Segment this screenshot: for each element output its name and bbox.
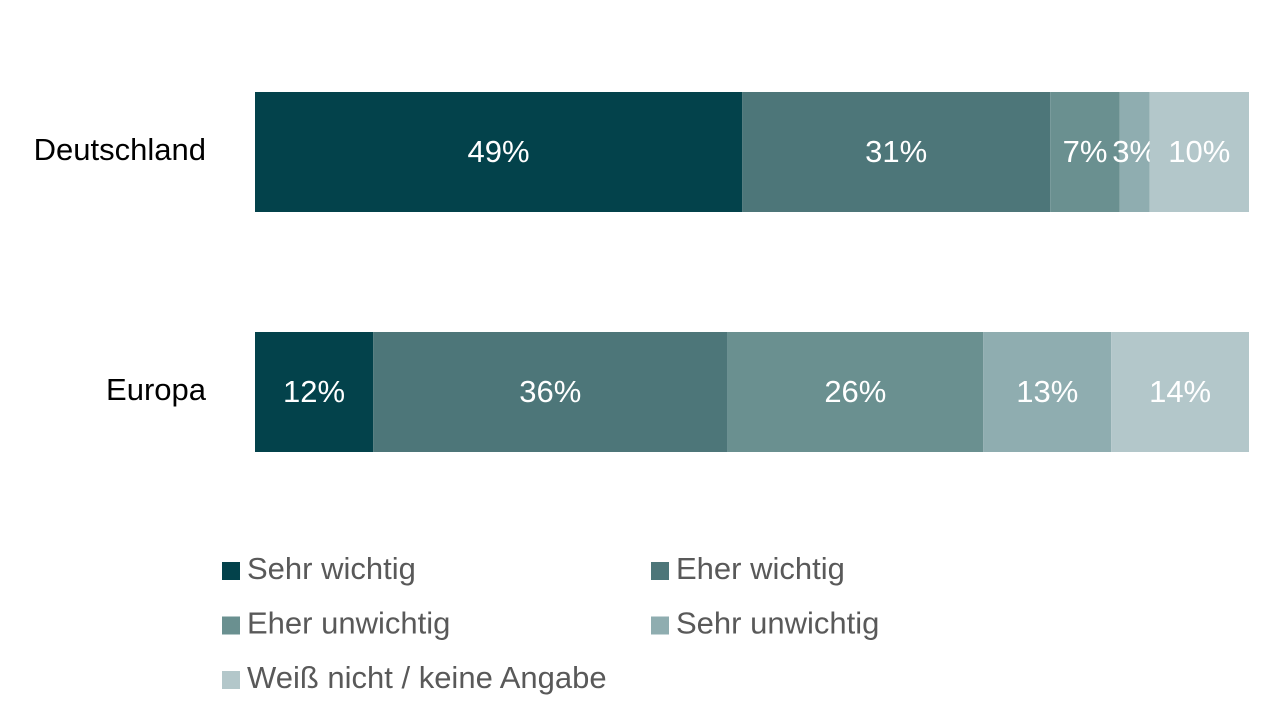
data-label: 13% xyxy=(1016,374,1078,409)
legend-swatch xyxy=(222,562,240,580)
legend-label: Sehr unwichtig xyxy=(676,606,879,641)
bar-segment xyxy=(1119,92,1150,212)
legend-label: Weiß nicht / keine Angabe xyxy=(247,660,607,695)
data-label: 49% xyxy=(468,134,530,169)
bar-segment xyxy=(1111,332,1249,452)
data-label: 12% xyxy=(283,374,345,409)
data-label: 26% xyxy=(824,374,886,409)
legend-label: Eher wichtig xyxy=(676,551,845,586)
bar-segment xyxy=(255,92,743,212)
category-label: Deutschland xyxy=(34,132,206,167)
legend-swatch xyxy=(222,671,240,689)
legend-swatch xyxy=(651,562,669,580)
legend-label: Eher unwichtig xyxy=(247,606,450,641)
legend-swatch xyxy=(222,616,240,635)
bar-segment xyxy=(373,332,728,452)
legend-swatch xyxy=(651,616,669,635)
data-label: 10% xyxy=(1168,134,1230,169)
bar-segment xyxy=(255,332,374,452)
bar-segment xyxy=(983,332,1112,452)
bar-segment xyxy=(1050,92,1120,212)
legend-label: Sehr wichtig xyxy=(247,551,416,586)
data-label: 7% xyxy=(1063,134,1108,169)
bar-segment xyxy=(727,332,984,452)
bar-segment xyxy=(742,92,1051,212)
data-label: 14% xyxy=(1149,374,1211,409)
data-label: 31% xyxy=(865,134,927,169)
data-label: 36% xyxy=(519,374,581,409)
bar-segment xyxy=(1149,92,1249,212)
category-label: Europa xyxy=(106,372,207,407)
